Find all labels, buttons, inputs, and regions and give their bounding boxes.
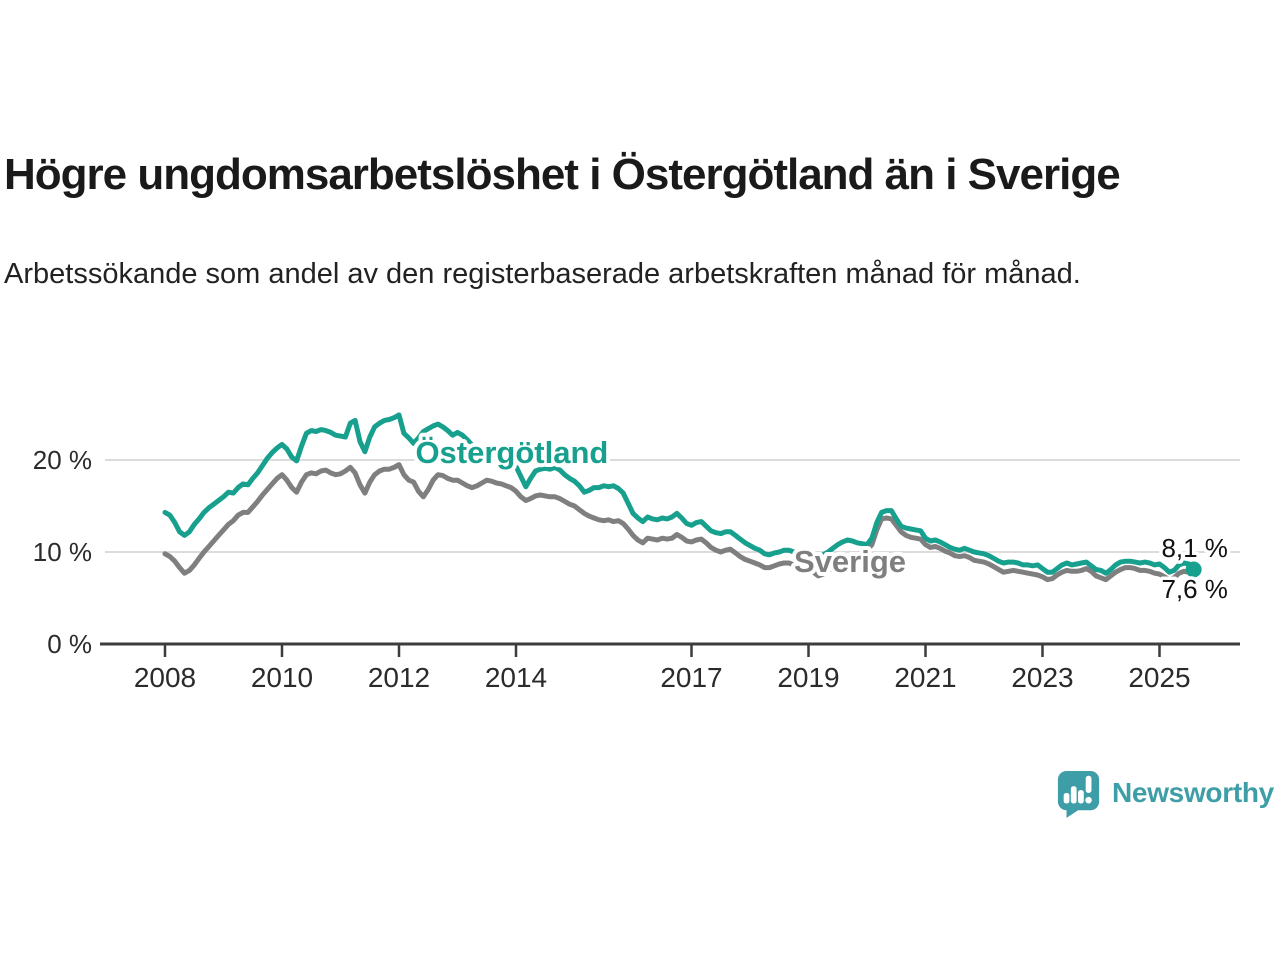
x-tick-label-2019: 2019 — [777, 662, 839, 693]
chart-title: Högre ungdomsarbetslöshet i Östergötland… — [4, 150, 1121, 199]
x-tick-label-2017: 2017 — [660, 662, 722, 693]
brand-name: Newsworthy — [1112, 777, 1274, 808]
x-tick-label-2012: 2012 — [368, 662, 430, 693]
x-tick-label-2025: 2025 — [1128, 662, 1190, 693]
x-tick-label-2023: 2023 — [1011, 662, 1073, 693]
y-tick-label-10: 10 % — [33, 537, 92, 567]
value-label-8-1-: 8,1 % — [1161, 533, 1228, 563]
series-label--sterg-tland: Östergötland — [415, 435, 608, 470]
x-tick-label-2008: 2008 — [134, 662, 196, 693]
x-tick-label-2021: 2021 — [894, 662, 956, 693]
x-tick-label-2010: 2010 — [251, 662, 313, 693]
series-line-sverige — [162, 462, 1197, 583]
footer-brand: Newsworthy — [1056, 768, 1274, 818]
x-tick-label-2014: 2014 — [485, 662, 547, 693]
value-label-7-6-: 7,6 % — [1161, 574, 1228, 604]
chart-subtitle: Arbetssökande som andel av den registerb… — [4, 258, 1081, 290]
y-tick-label-20: 20 % — [33, 445, 92, 475]
newsworthy-logo-icon — [1057, 770, 1100, 818]
series-label-sverige: Sverige — [794, 544, 906, 579]
series-end-dot--sterg-tland — [1185, 561, 1202, 578]
y-tick-label-0: 0 % — [47, 629, 92, 659]
series-line--sterg-tland — [162, 412, 1197, 576]
